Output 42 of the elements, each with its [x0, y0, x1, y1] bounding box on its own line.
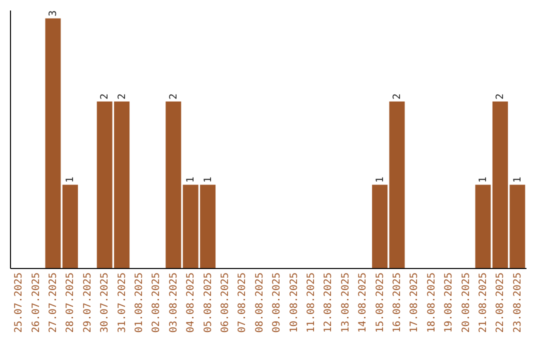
x-tick-label: 30.07.2025 — [100, 272, 111, 333]
x-tick-label: 16.08.2025 — [392, 272, 403, 333]
x-tick-label: 25.07.2025 — [14, 272, 25, 333]
x-tick-label: 15.08.2025 — [374, 272, 386, 333]
data-label: 1 — [186, 176, 197, 183]
x-tick-label: 19.08.2025 — [444, 272, 455, 333]
x-tick-label: 07.08.2025 — [237, 272, 248, 333]
data-label: 1 — [512, 176, 524, 183]
x-tick-label: 26.07.2025 — [30, 272, 42, 333]
x-tick-label: 10.08.2025 — [288, 272, 300, 333]
x-tick-label: 03.08.2025 — [168, 272, 180, 333]
x-tick-label: 05.08.2025 — [202, 272, 214, 333]
x-tick-label: 18.08.2025 — [426, 272, 438, 333]
x-tick-label: 22.08.2025 — [495, 272, 506, 333]
x-tick-label: 12.08.2025 — [323, 272, 334, 333]
data-label: 2 — [168, 94, 180, 100]
data-label: 2 — [100, 94, 111, 100]
x-tick-label: 23.08.2025 — [512, 272, 524, 333]
x-tick-label: 20.08.2025 — [460, 272, 472, 333]
x-tick-label: 14.08.2025 — [358, 272, 369, 333]
x-tick-label: 09.08.2025 — [272, 272, 283, 333]
x-tick-label: 21.08.2025 — [478, 272, 489, 333]
x-tick-label: 06.08.2025 — [220, 272, 231, 333]
x-tick-label: 13.08.2025 — [340, 272, 352, 333]
x-tick-label: 27.07.2025 — [48, 272, 59, 333]
data-label: 2 — [495, 94, 506, 100]
x-tick-label: 17.08.2025 — [409, 272, 420, 333]
data-label: 3 — [48, 10, 59, 16]
x-tick-label: 01.08.2025 — [134, 272, 145, 333]
data-label: 2 — [116, 94, 128, 100]
data-label: 1 — [478, 176, 489, 183]
x-tick-label: 02.08.2025 — [151, 272, 162, 333]
x-tick-label: 31.07.2025 — [116, 272, 128, 333]
x-tick-label: 08.08.2025 — [254, 272, 266, 333]
x-tick-label: 11.08.2025 — [306, 272, 317, 333]
data-label: 1 — [374, 176, 386, 183]
data-label: 1 — [65, 176, 76, 183]
x-tick-label: 04.08.2025 — [186, 272, 197, 333]
data-label: 1 — [202, 176, 214, 183]
x-tick-label: 29.07.2025 — [82, 272, 94, 333]
data-label: 2 — [392, 94, 403, 100]
x-tick-label: 28.07.2025 — [65, 272, 76, 333]
